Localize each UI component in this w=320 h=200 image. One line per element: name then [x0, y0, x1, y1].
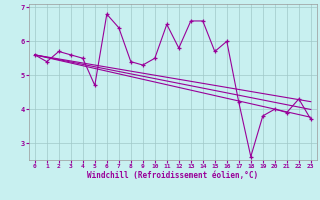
X-axis label: Windchill (Refroidissement éolien,°C): Windchill (Refroidissement éolien,°C)	[87, 171, 258, 180]
